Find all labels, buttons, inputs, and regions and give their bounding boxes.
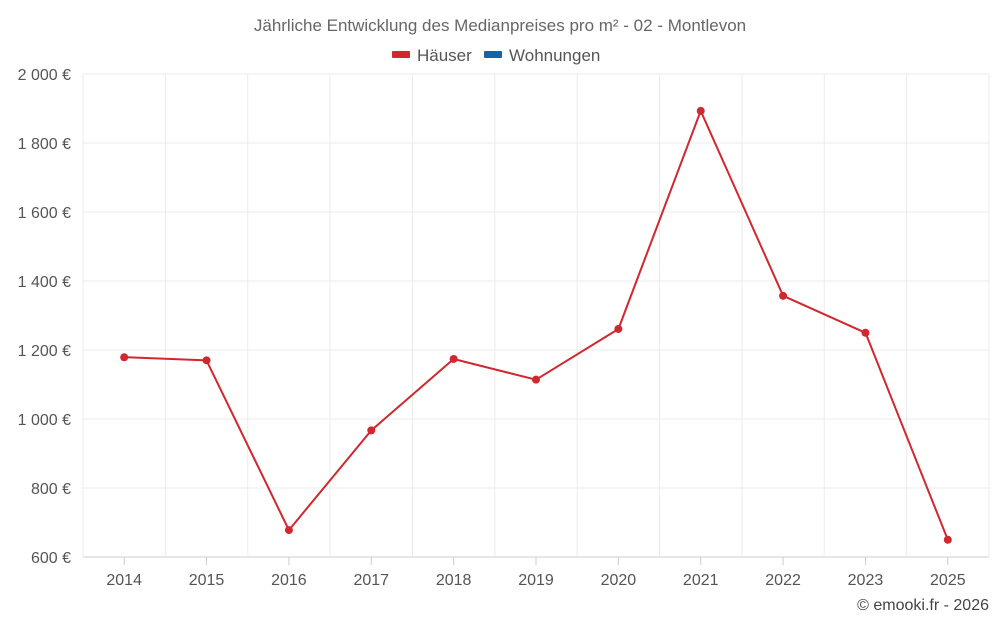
data-point[interactable] [449,354,458,363]
credit-text: © emooki.fr - 2026 [857,597,989,614]
x-tick-label: 2019 [518,572,554,589]
x-tick-label: 2017 [353,572,389,589]
data-point[interactable] [532,375,540,384]
series [120,106,952,544]
y-tick-label: 1 800 € [18,136,71,153]
data-point[interactable] [779,291,788,300]
x-axis: 2014 2015 2016 2017 2018 2019 2020 2021 2022 2023… [106,557,966,589]
legend-label-wohnungen[interactable]: Wohnungen [509,46,600,65]
y-tick-label: 2 000 € [18,67,71,84]
x-tick-label: 2025 [930,572,966,589]
y-tick-label: 800 € [31,481,71,498]
data-point[interactable] [120,353,129,362]
data-point[interactable] [202,356,211,365]
legend-swatch-wohnungen[interactable] [484,51,502,58]
legend: Häuser Wohnungen [392,46,600,65]
grid [82,73,990,558]
y-tick-label: 1 600 € [18,205,71,222]
x-tick-label: 2014 [106,572,142,589]
x-tick-label: 2023 [848,572,884,589]
x-tick-label: 2016 [271,572,307,589]
y-axis: 600 € 800 € 1 000 € 1 200 € 1 400 € 1 600 € 1 … [18,67,71,567]
data-point[interactable] [367,426,376,435]
x-tick-label: 2020 [601,572,637,589]
data-point[interactable] [861,328,870,337]
y-tick-label: 1 000 € [18,412,71,429]
data-point[interactable] [943,535,952,544]
chart-title: Jährliche Entwicklung des Medianpreises … [254,16,746,35]
data-point[interactable] [284,526,293,535]
x-tick-label: 2018 [436,572,472,589]
legend-swatch-hauser[interactable] [392,51,410,58]
x-tick-label: 2022 [765,572,801,589]
data-point[interactable] [614,324,623,333]
y-tick-label: 1 200 € [18,343,71,360]
y-tick-label: 600 € [31,550,71,567]
y-tick-label: 1 400 € [18,274,71,291]
x-tick-label: 2015 [189,572,225,589]
data-point[interactable] [696,106,705,115]
legend-label-hauser[interactable]: Häuser [417,46,472,65]
x-tick-label: 2021 [683,572,719,589]
